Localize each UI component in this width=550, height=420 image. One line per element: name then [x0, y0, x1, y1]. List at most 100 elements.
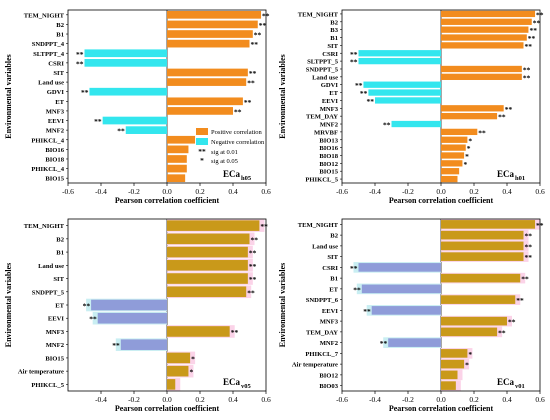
panel-label-sub: v05: [241, 383, 252, 390]
correlation-bar: [167, 246, 248, 258]
significance-mark: **: [350, 264, 358, 273]
legend: Positive correlation Negative correlatio…: [196, 128, 265, 165]
x-axis-label: Pearson correlation coefficient: [389, 404, 494, 413]
significance-mark: **: [249, 69, 257, 78]
category-tick-label: PHIKCL_7: [305, 351, 338, 358]
significance-mark: **: [523, 73, 531, 82]
category-tick-label: SLTPPT_5: [307, 59, 339, 66]
y-axis-label: Environmental variables: [4, 263, 13, 348]
correlation-bar: [167, 68, 248, 77]
category-tick-label: TEM_DAY: [306, 329, 338, 336]
correlation-bar: [358, 263, 441, 272]
x-tick-label: 0.2: [195, 395, 205, 404]
correlation-bar: [167, 107, 233, 115]
x-tick-label: 0.6: [535, 395, 545, 404]
significance-mark: **: [355, 81, 363, 90]
x-tick-label: 0.4: [228, 395, 238, 404]
x-tick-label: 0.4: [502, 187, 512, 196]
correlation-bar: [125, 126, 167, 134]
category-tick-label: SLTPPT_4: [33, 51, 65, 58]
significance-mark: **: [525, 242, 533, 251]
legend-negative-label: Negative correlation: [211, 139, 265, 146]
correlation-bar: [441, 359, 465, 369]
correlation-bar: [441, 327, 498, 337]
x-tick-label: 0.2: [469, 187, 479, 196]
significance-mark: *: [465, 361, 469, 370]
correlation-bar: [441, 128, 478, 136]
correlation-bar: [120, 339, 167, 350]
x-tick-label: 0.0: [162, 395, 172, 404]
significance-mark: **: [83, 302, 91, 311]
correlation-bar: [167, 220, 260, 231]
chart-panel-bottom-left: **TEM_NIGHT**B2**B1**Land use**SIT**SNDP…: [4, 218, 271, 413]
category-tick-label: TEM_DAY: [306, 114, 338, 121]
category-tick-label: EEVI: [48, 118, 65, 125]
significance-mark: *: [465, 152, 469, 161]
significance-mark: **: [249, 249, 257, 258]
correlation-bar: [441, 168, 460, 175]
correlation-bar: [97, 312, 167, 324]
category-tick-label: TEM_NIGHT: [298, 11, 339, 18]
category-tick-label: MNF2: [320, 340, 339, 347]
category-tick-label: BIO16: [45, 147, 64, 154]
category-tick-label: CSRI: [322, 265, 338, 272]
category-tick-label: Land use: [312, 243, 338, 250]
legend-sig005-label: sig at 0.05: [211, 158, 238, 165]
chart-panel-top-left: ** TEM_NIGHT ** B2 ** B1 ** SNDPPT_4 ** SLTPPT_4 *…: [4, 9, 271, 205]
x-tick-label: 0.2: [195, 187, 205, 196]
x-tick-label: -0.2: [128, 187, 140, 196]
category-tick-label: Land use: [38, 80, 64, 87]
category-tick-label: EEVI: [48, 316, 65, 323]
category-tick-label: BIO15: [45, 176, 64, 183]
category-tick-label: B1: [330, 35, 338, 42]
significance-mark: **: [525, 232, 533, 241]
x-tick-label: -0.4: [369, 395, 381, 404]
significance-mark: **: [516, 296, 524, 305]
category-tick-label: EEVI: [322, 98, 339, 105]
correlation-bar: [167, 145, 189, 154]
category-tick-label: ET: [329, 90, 338, 97]
significance-mark: **: [251, 235, 259, 244]
correlation-bar: [167, 97, 243, 106]
legend-positive-swatch: [196, 128, 208, 135]
category-tick-label: BIO13: [319, 137, 338, 144]
category-tick-label: BIO12: [319, 161, 338, 168]
category-tick-label: SIT: [53, 70, 64, 77]
category-tick-label: PHIKCL_4: [31, 166, 64, 173]
correlation-bar: [441, 152, 465, 159]
correlation-bar: [167, 78, 247, 86]
category-tick-label: MNF3: [320, 106, 339, 113]
correlation-bar: [391, 120, 441, 128]
significance-mark: **: [528, 34, 536, 43]
category-tick-label: B2: [330, 19, 338, 26]
correlation-bar: [441, 230, 524, 240]
chart-panel-bottom-right: **TEM_NIGHT**B2**Land use**SIT**CSRI**B1…: [278, 218, 545, 413]
x-tick-label: -0.4: [95, 187, 107, 196]
category-tick-label: MNF3: [320, 319, 339, 326]
category-tick-label: GDVI: [47, 89, 65, 96]
correlation-bar: [441, 316, 507, 326]
x-tick-label: 0.6: [261, 187, 271, 196]
x-tick-label: -0.2: [402, 395, 414, 404]
significance-mark: **: [247, 288, 255, 297]
correlation-bar: [441, 26, 529, 33]
significance-mark: *: [189, 368, 193, 377]
category-tick-label: B2: [56, 22, 64, 29]
x-tick-label: -0.6: [336, 395, 348, 404]
significance-mark: *: [467, 144, 471, 153]
x-tick-label: -0.2: [402, 187, 414, 196]
x-tick-label: 0.0: [162, 187, 172, 196]
significance-mark: **: [81, 88, 89, 97]
significance-mark: **: [254, 31, 262, 40]
significance-mark: **: [383, 121, 391, 130]
significance-mark: *: [468, 350, 472, 359]
correlation-bar: [167, 352, 191, 364]
category-tick-label: BIO03: [319, 383, 338, 390]
category-tick-label: MNF2: [46, 342, 65, 349]
correlation-bar: [167, 365, 189, 377]
significance-mark: **: [498, 328, 506, 337]
correlation-bar: [441, 220, 536, 229]
correlation-bar: [441, 10, 536, 18]
correlation-bar: [167, 164, 187, 173]
